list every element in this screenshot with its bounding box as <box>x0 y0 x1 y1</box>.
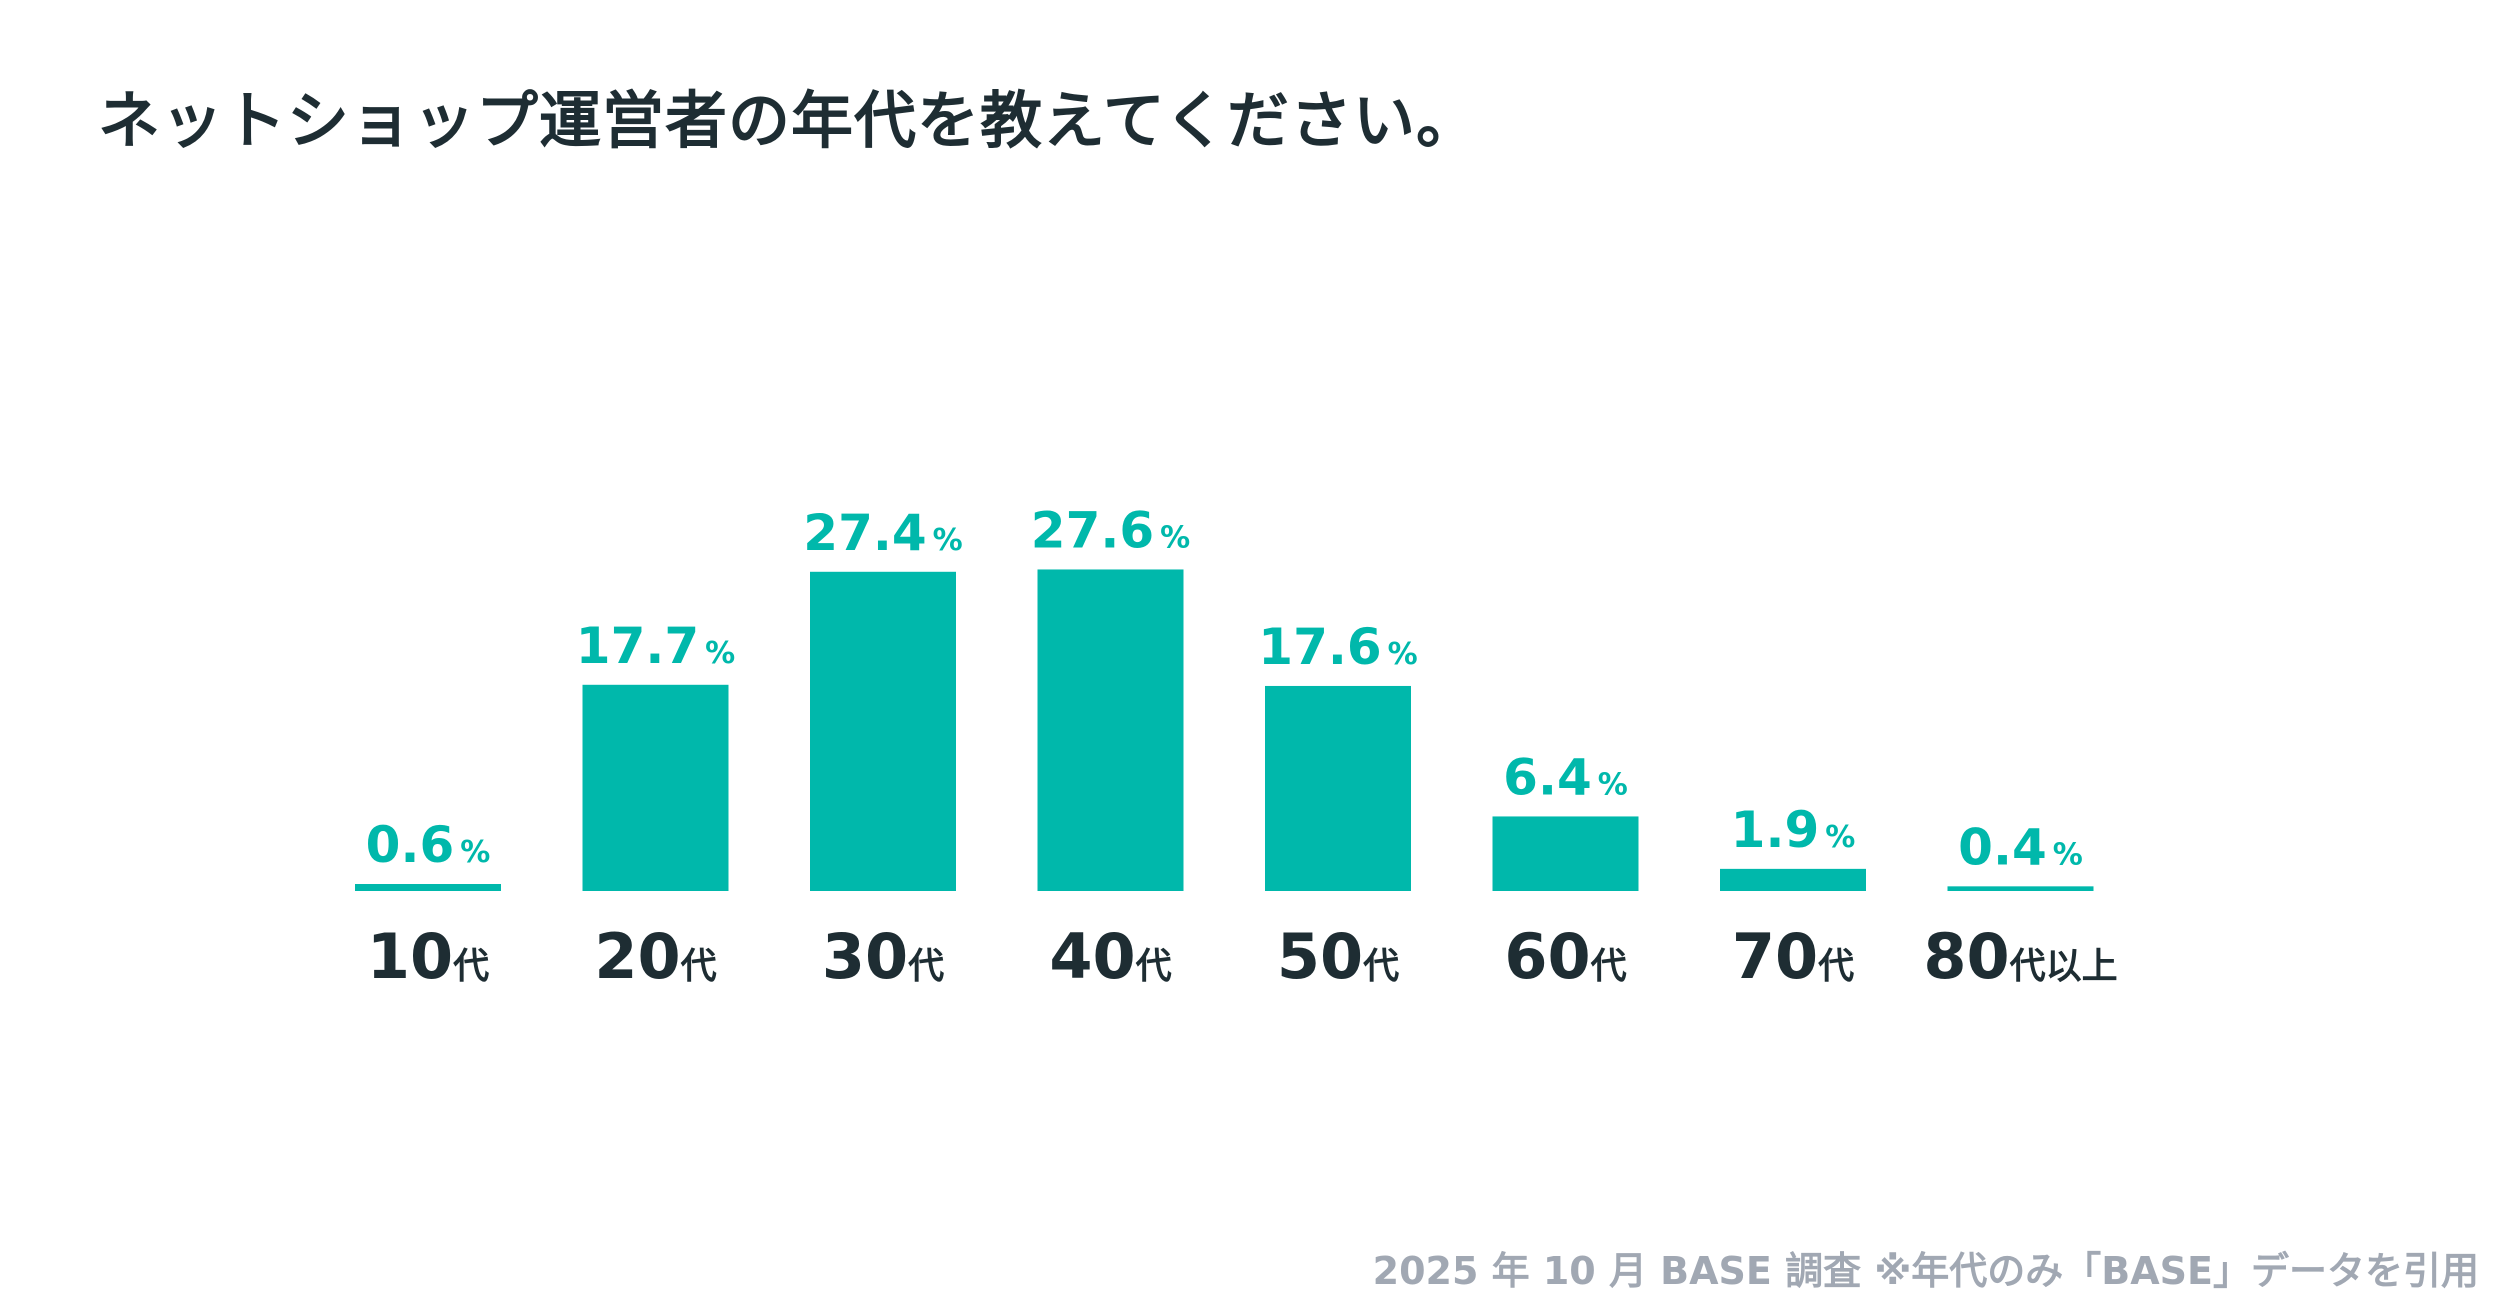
category-label-80s: 80代以上 <box>1923 920 2117 993</box>
category-label-50s: 50代 <box>1277 920 1399 993</box>
bar-40s <box>1037 569 1184 891</box>
value-label-60s: 6.4% <box>1503 748 1628 806</box>
category-label-70s: 70代 <box>1732 920 1854 993</box>
value-label-20s: 17.7% <box>576 617 735 675</box>
bars-group <box>355 569 2094 891</box>
bar-80s <box>1947 886 2094 891</box>
value-label-30s: 27.4% <box>803 504 962 562</box>
chart-title: ネットショップ運営者の年代を教えてください。 <box>98 84 1480 157</box>
bar-30s <box>810 571 956 891</box>
category-label-40s: 40代 <box>1049 920 1171 993</box>
value-labels-group: 0.6 % 17.7 % 27.4% 27.6 % 17.6 % 6.4 % 1.9% 0.4% <box>366 501 2083 876</box>
value-label-10s: 0.6% <box>366 816 491 874</box>
source-footnote: 2025 年 10 月 BASE 調査 ※年代のみ「BASE」データを引用 <box>1372 1249 2479 1293</box>
category-label-10s: 10代 <box>367 920 489 993</box>
category-label-60s: 60代 <box>1504 920 1626 993</box>
value-label-80s: 0.4% <box>1958 818 2083 876</box>
bar-20s <box>582 684 729 891</box>
value-label-40s: 27.6% <box>1031 501 1190 559</box>
category-label-30s: 30代 <box>822 920 944 993</box>
bar-60s <box>1492 816 1639 891</box>
value-label-70s: 1.9% <box>1731 801 1856 859</box>
bar-10s <box>355 884 501 891</box>
category-labels-group: 10代 20代 30代 40代 50代 60代 70代 80代以上 <box>367 920 2118 993</box>
bar-70s <box>1720 868 1866 891</box>
bar-50s <box>1265 685 1411 891</box>
category-label-20s: 20代 <box>594 920 716 993</box>
value-label-50s: 17.6% <box>1258 618 1417 676</box>
